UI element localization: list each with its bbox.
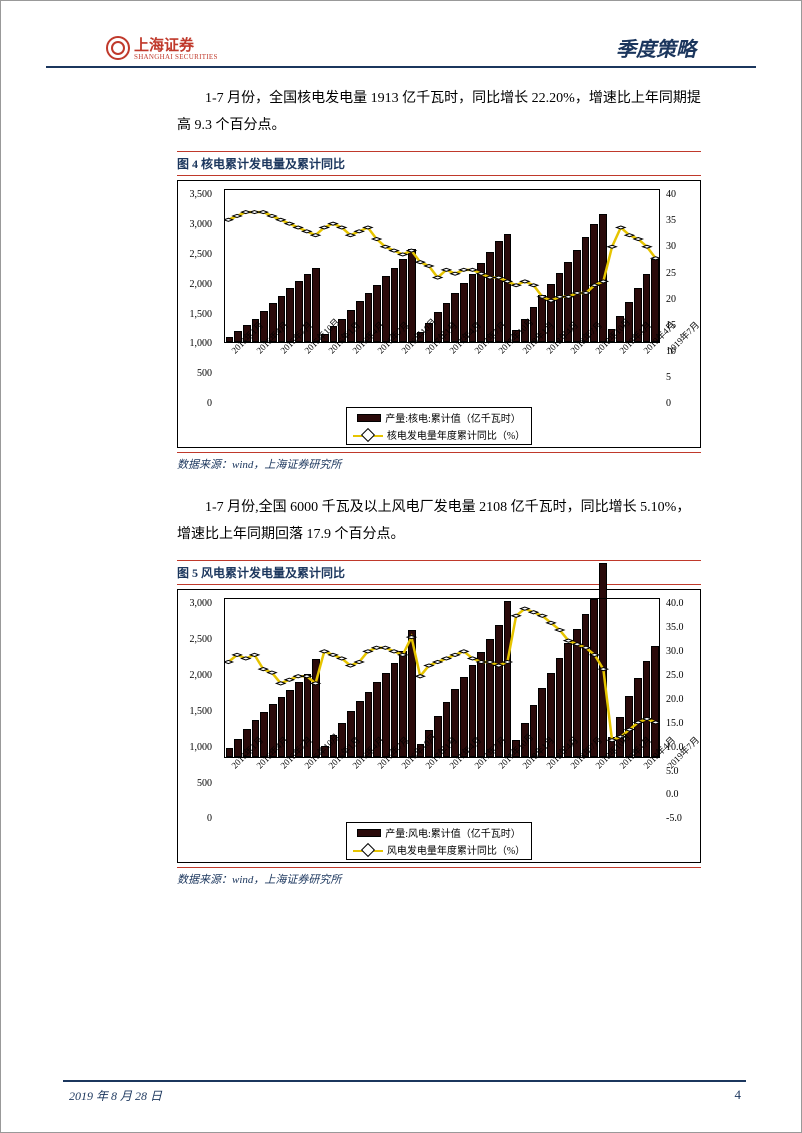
page-footer: 2019 年 8 月 28 日 4 xyxy=(69,1087,741,1104)
brand-name: 上海证券 xyxy=(134,34,218,55)
fig4-legend-bar: 产量:核电:累计值（亿千瓦时） xyxy=(385,410,521,425)
line-swatch-icon xyxy=(353,844,383,856)
header-section: 季度策略 xyxy=(616,33,696,62)
footer-date: 2019 年 8 月 28 日 xyxy=(69,1087,162,1104)
fig4-source: 数据来源：wind，上海证券研究所 xyxy=(177,452,701,475)
paragraph-2: 1-7 月份,全国 6000 千瓦及以上风电厂发电量 2108 亿千瓦时，同比增… xyxy=(177,495,701,548)
bar-swatch-icon xyxy=(357,829,381,837)
fig5-source: 数据来源：wind，上海证券研究所 xyxy=(177,867,701,890)
bar-swatch-icon xyxy=(357,414,381,422)
line-swatch-icon xyxy=(353,429,383,441)
brand-sub: SHANGHAI SECURITIES xyxy=(134,53,218,61)
fig5-chart: 3,0002,5002,0001,5001,0005000 40.035.030… xyxy=(177,589,701,863)
fig5-legend-bar: 产量:风电:累计值（亿千瓦时） xyxy=(385,825,521,840)
fig4-legend: 产量:核电:累计值（亿千瓦时） 核电发电量年度累计同比（%） xyxy=(346,407,532,445)
fig5-title: 图 5 风电累计发电量及累计同比 xyxy=(177,560,701,585)
brand-logo: 上海证券 SHANGHAI SECURITIES xyxy=(106,34,218,61)
logo-icon xyxy=(106,36,130,60)
footer-page: 4 xyxy=(735,1087,742,1104)
fig5-legend-line: 风电发电量年度累计同比（%） xyxy=(387,842,525,857)
page-header: 上海证券 SHANGHAI SECURITIES 季度策略 xyxy=(46,1,756,68)
fig4-legend-line: 核电发电量年度累计同比（%） xyxy=(387,427,525,442)
fig4-title: 图 4 核电累计发电量及累计同比 xyxy=(177,151,701,176)
fig5-legend: 产量:风电:累计值（亿千瓦时） 风电发电量年度累计同比（%） xyxy=(346,822,532,860)
paragraph-1: 1-7 月份，全国核电发电量 1913 亿千瓦时，同比增长 22.20%，增速比… xyxy=(177,86,701,139)
fig4-chart: 3,5003,0002,5002,0001,5001,0005000 40353… xyxy=(177,180,701,448)
footer-rule xyxy=(63,1080,746,1082)
